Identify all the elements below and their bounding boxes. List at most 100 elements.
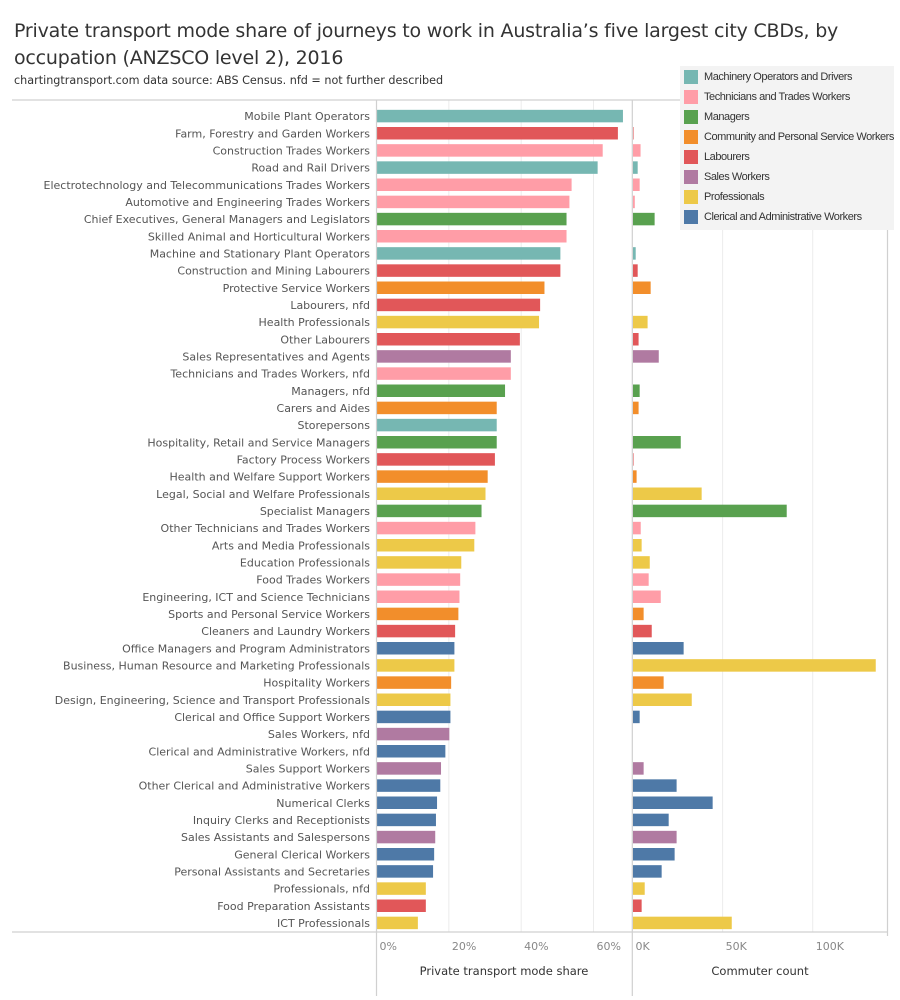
commuter-count-bar — [633, 676, 664, 689]
legend-swatch — [684, 210, 698, 224]
mode-share-bar — [377, 127, 618, 140]
legend-swatch — [684, 90, 698, 104]
commuter-count-bar — [633, 607, 644, 621]
legend-item[interactable]: Clerical and Administrative Workers — [684, 209, 862, 225]
category-label: Specialist Managers — [260, 505, 370, 518]
legend: Machinery Operators and Drivers Technicia… — [680, 66, 894, 230]
legend-item[interactable]: Community and Personal Service Workers — [684, 129, 894, 145]
mode-share-bar — [377, 315, 540, 329]
commuter-count-bar — [633, 401, 639, 415]
legend-item[interactable]: Technicians and Trades Workers — [684, 89, 850, 105]
mode-share-bar — [377, 676, 452, 689]
category-label: Hospitality Workers — [263, 677, 370, 690]
category-label: Legal, Social and Welfare Professionals — [156, 488, 370, 501]
axes: 0% 20% 40% 60% Private transport mode share 0… — [12, 99, 889, 996]
mode-share-bar — [377, 418, 497, 432]
commuter-count-bar — [633, 590, 661, 603]
legend-label: Clerical and Administrative Workers — [704, 211, 862, 223]
legend-label: Sales Workers — [704, 171, 770, 183]
category-label: Road and Rail Drivers — [251, 162, 370, 175]
legend-swatch — [684, 70, 698, 84]
mode-share-bar — [377, 727, 450, 741]
commuter-count-bar — [633, 796, 713, 809]
category-label: Sales Support Workers — [246, 762, 371, 775]
mode-share-bar — [377, 230, 567, 243]
legend-swatch — [684, 110, 698, 124]
bars — [377, 109, 876, 930]
commuter-count-bar — [633, 830, 677, 844]
category-label: Labourers, nfd — [290, 299, 370, 312]
category-label: Professionals, nfd — [273, 883, 370, 896]
commuter-count-bar — [633, 848, 675, 861]
mode-share-bar — [377, 590, 460, 603]
category-label: Personal Assistants and Secretaries — [174, 865, 370, 878]
category-label: Technicians and Trades Workers, nfd — [169, 368, 370, 381]
category-label: Business, Human Resource and Marketing P… — [63, 659, 370, 672]
mode-share-bar — [377, 899, 426, 912]
legend-label: Labourers — [704, 151, 750, 163]
category-label: Machine and Stationary Plant Operators — [150, 247, 371, 260]
legend-item[interactable]: Sales Workers — [684, 169, 770, 185]
category-label: Office Managers and Program Administrato… — [122, 642, 370, 655]
category-label: Hospitality, Retail and Service Managers — [147, 436, 370, 449]
commuter-count-bar — [633, 247, 636, 260]
mode-share-bar — [377, 830, 436, 844]
legend-item[interactable]: Labourers — [684, 149, 750, 165]
category-label: Arts and Media Professionals — [212, 539, 370, 552]
commuter-count-bar — [633, 487, 702, 500]
mode-share-bar — [377, 882, 426, 895]
category-label: Sales Representatives and Agents — [182, 350, 370, 363]
mode-share-bar — [377, 453, 495, 466]
category-label: Education Professionals — [240, 556, 370, 569]
commuter-count-bar — [633, 865, 662, 878]
category-label: Cleaners and Laundry Workers — [201, 625, 370, 638]
commuter-count-bar — [633, 573, 649, 586]
category-label: Automotive and Engineering Trades Worker… — [125, 196, 370, 209]
legend-swatch — [684, 150, 698, 164]
mode-share-bar — [377, 264, 561, 277]
category-label: Inquiry Clerks and Receptionists — [193, 814, 370, 827]
legend-item[interactable]: Professionals — [684, 189, 765, 205]
category-label: Farm, Forestry and Garden Workers — [175, 127, 370, 140]
category-label: Other Labourers — [280, 333, 370, 346]
category-label: Protective Service Workers — [223, 282, 371, 295]
legend-swatch — [684, 190, 698, 204]
commuter-count-bar — [633, 813, 669, 827]
legend-item[interactable]: Machinery Operators and Drivers — [684, 69, 853, 85]
category-label: Food Trades Workers — [256, 574, 370, 587]
category-label: Food Preparation Assistants — [217, 900, 370, 913]
category-label: Carers and Aides — [277, 402, 371, 415]
commuter-count-bar — [633, 624, 652, 638]
category-label: Health and Welfare Support Workers — [170, 471, 371, 484]
mode-share-bar — [377, 745, 446, 758]
x-tick-label: 20% — [452, 940, 476, 953]
mode-share-bar — [377, 659, 455, 672]
mode-share-bar — [377, 504, 482, 518]
category-label: Other Clerical and Administrative Worker… — [139, 780, 371, 793]
commuter-count-bar — [633, 384, 640, 397]
legend-item[interactable]: Managers — [684, 109, 750, 125]
mode-share-bar — [377, 865, 434, 878]
mode-share-bar — [377, 779, 441, 792]
mode-share-bar — [377, 556, 462, 569]
commuter-count-bar — [633, 504, 787, 518]
mode-share-bar — [377, 384, 506, 397]
commuter-count-bar — [633, 127, 634, 140]
mode-share-bar — [377, 642, 455, 655]
category-label: Electrotechnology and Telecommunications… — [44, 179, 371, 192]
legend-label: Managers — [704, 111, 750, 123]
x-tick-label: 50K — [726, 940, 748, 953]
commuter-count-bar — [633, 693, 692, 706]
commuter-count-bar — [633, 350, 659, 363]
commuter-count-bar — [633, 779, 677, 792]
mode-share-bar — [377, 298, 541, 312]
x-tick-label: 60% — [597, 940, 621, 953]
category-label: ICT Professionals — [277, 917, 370, 930]
mode-share-bar — [377, 350, 511, 363]
commuter-count-bar — [633, 539, 642, 552]
category-label: Engineering, ICT and Science Technicians — [142, 591, 370, 604]
commuter-count-bar — [633, 178, 640, 191]
commuter-count-bar — [633, 315, 648, 329]
mode-share-bar — [377, 710, 451, 724]
